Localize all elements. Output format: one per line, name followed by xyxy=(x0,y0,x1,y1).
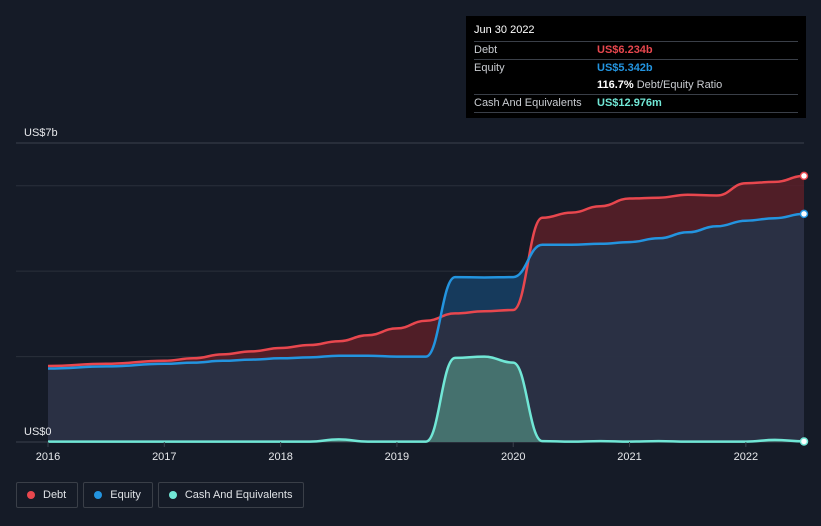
tooltip-label: Equity xyxy=(474,62,505,74)
tooltip-row-equity: Equity US$5.342b xyxy=(474,60,798,77)
legend-item-debt[interactable]: Debt xyxy=(16,482,79,508)
tooltip-label: Cash And Equivalents xyxy=(474,97,582,109)
cash-line xyxy=(48,355,805,443)
debt-line-end-marker xyxy=(799,171,809,181)
x-tick-label: 2018 xyxy=(268,451,292,463)
legend-label: Equity xyxy=(110,489,141,501)
x-tick-label: 2017 xyxy=(152,451,176,463)
x-tick-label: 2016 xyxy=(36,451,60,463)
tooltip-value: US$12.976m xyxy=(597,97,662,109)
tooltip-label: Debt xyxy=(474,44,498,56)
legend-label: Debt xyxy=(43,489,67,501)
debt-area xyxy=(48,175,804,369)
x-tick-label: 2022 xyxy=(734,451,758,463)
cash-line-end-marker xyxy=(799,437,809,446)
equity-line xyxy=(47,212,805,370)
y-top-label: US$7b xyxy=(24,127,58,139)
chart-lines xyxy=(47,174,805,443)
data-tooltip: Jun 30 2022 Debt US$6.234b Equity US$5.3… xyxy=(466,16,806,118)
tooltip-value: US$6.234b xyxy=(597,44,653,56)
x-axis-ticks: 2016 2017 2018 2019 2020 2021 2022 xyxy=(36,442,758,463)
tooltip-row-cash: Cash And Equivalents US$12.976m xyxy=(474,95,798,113)
chart-legend: Debt Equity Cash And Equivalents xyxy=(16,482,309,510)
equity-area xyxy=(48,213,804,442)
chart-end-markers xyxy=(799,171,809,446)
legend-dot-icon xyxy=(27,491,35,499)
equity-line-end-marker xyxy=(799,209,809,219)
legend-dot-icon xyxy=(94,491,103,499)
tooltip-value: US$5.342b xyxy=(597,62,653,74)
legend-item-cash[interactable]: Cash And Equivalents xyxy=(157,482,305,508)
legend-dot-icon xyxy=(168,491,177,499)
tooltip-value: 116.7% xyxy=(597,79,634,91)
chart-areas xyxy=(48,175,804,442)
debt-line xyxy=(47,174,805,368)
tooltip-row-debt: Debt US$6.234b xyxy=(474,42,798,60)
x-tick-label: 2021 xyxy=(617,451,641,463)
tooltip-date: Jun 30 2022 xyxy=(474,24,798,42)
legend-item-equity[interactable]: Equity xyxy=(83,482,153,508)
tooltip-label xyxy=(474,77,597,94)
x-tick-label: 2019 xyxy=(385,451,409,463)
legend-label: Cash And Equivalents xyxy=(184,489,293,501)
x-tick-label: 2020 xyxy=(501,451,525,463)
y-bottom-label: US$0 xyxy=(24,426,52,438)
tooltip-ratio-label: Debt/Equity Ratio xyxy=(636,79,723,91)
tooltip-row-ratio: 116.7% Debt/Equity Ratio xyxy=(474,77,798,95)
